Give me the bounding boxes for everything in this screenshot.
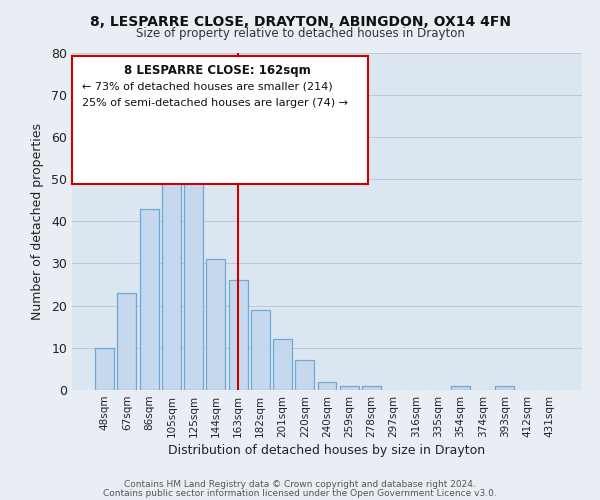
FancyBboxPatch shape [72, 56, 368, 184]
Bar [95, 348, 114, 390]
Bar [362, 386, 381, 390]
Text: 8 LESPARRE CLOSE: 162sqm: 8 LESPARRE CLOSE: 162sqm [124, 64, 311, 78]
Text: Size of property relative to detached houses in Drayton: Size of property relative to detached ho… [136, 28, 464, 40]
Bar [162, 112, 181, 390]
Text: Contains HM Land Registry data © Crown copyright and database right 2024.: Contains HM Land Registry data © Crown c… [124, 480, 476, 489]
Bar [229, 280, 248, 390]
Bar [340, 386, 359, 390]
Bar [140, 208, 158, 390]
Bar [206, 259, 225, 390]
Bar [451, 386, 470, 390]
Y-axis label: Number of detached properties: Number of detached properties [31, 122, 44, 320]
X-axis label: Distribution of detached houses by size in Drayton: Distribution of detached houses by size … [169, 444, 485, 457]
Text: 25% of semi-detached houses are larger (74) →: 25% of semi-detached houses are larger (… [82, 98, 348, 108]
Text: 8, LESPARRE CLOSE, DRAYTON, ABINGDON, OX14 4FN: 8, LESPARRE CLOSE, DRAYTON, ABINGDON, OX… [89, 15, 511, 29]
Text: ← 73% of detached houses are smaller (214): ← 73% of detached houses are smaller (21… [82, 81, 333, 91]
Bar [184, 179, 203, 390]
Bar [273, 340, 292, 390]
Bar [295, 360, 314, 390]
Bar [251, 310, 270, 390]
Text: Contains public sector information licensed under the Open Government Licence v3: Contains public sector information licen… [103, 488, 497, 498]
Bar [496, 386, 514, 390]
Bar [317, 382, 337, 390]
Bar [118, 293, 136, 390]
